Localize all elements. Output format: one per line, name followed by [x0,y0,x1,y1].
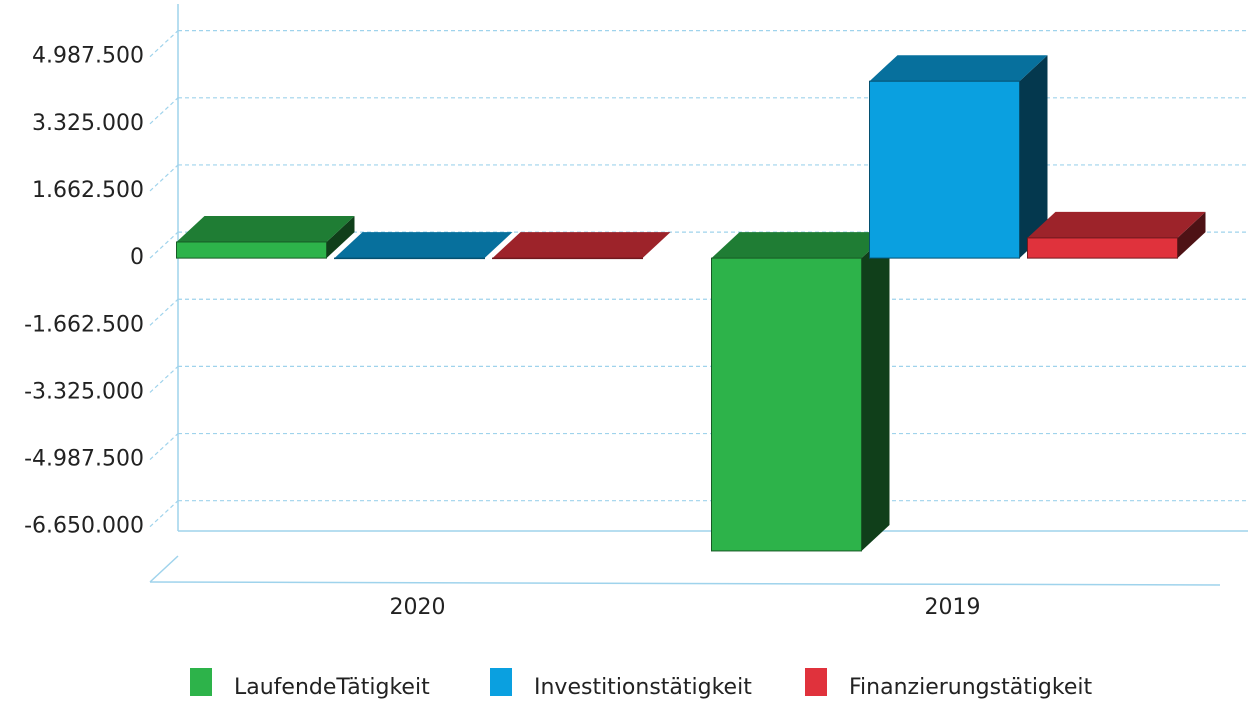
legend-swatch [805,668,827,696]
bar [176,241,327,259]
bar [869,80,1020,259]
y-tick-label: -1.662.500 [24,312,144,337]
y-tick-label: 1.662.500 [32,178,144,203]
grid-line [149,433,179,460]
bar-top [492,232,671,259]
bar [492,257,643,260]
bar-top [176,215,355,242]
y-tick-label: 0 [130,245,144,270]
legend-swatch [190,668,212,696]
grid-line [149,164,179,192]
y-tick-label: -6.650.000 [24,514,144,539]
grid-line [149,298,179,326]
y-tick-label: -4.987.500 [24,447,144,472]
grid-line [149,365,179,393]
bar-top [869,55,1048,82]
bar-side [1177,211,1206,259]
x-tick-label: 2020 [390,595,446,620]
grid-line [149,97,179,125]
grid-line [149,231,179,259]
x-tick-label: 2019 [925,595,981,620]
bar-top [1027,211,1206,238]
y-tick-label: -3.325.000 [24,379,144,404]
legend-label: LaufendeTätigkeit [234,675,430,700]
legend-label: Finanzierungstätigkeit [849,675,1093,700]
legend-swatch [490,668,512,696]
bar-side [326,215,355,259]
y-tick-label: 4.987.500 [32,44,144,69]
grid-line [149,30,179,58]
bar-side [861,232,890,551]
bar [1027,237,1178,259]
bar [334,257,485,260]
bar-top [334,232,513,259]
bar [711,257,862,552]
legend-label: Investitionstätigkeit [534,675,752,700]
y-tick-label: 3.325.000 [32,111,144,136]
grid-line [149,500,179,528]
bar-side [1019,55,1048,259]
x-axis-line [149,581,1221,586]
floor-line [149,555,179,583]
bar-top [711,232,890,259]
